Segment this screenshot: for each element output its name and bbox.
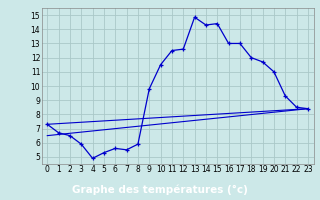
Text: Graphe des températures (°c): Graphe des températures (°c)	[72, 184, 248, 195]
